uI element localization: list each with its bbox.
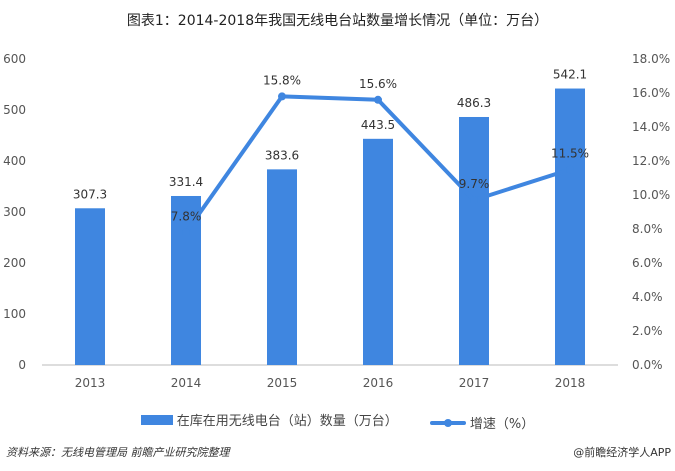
bar-data-label: 383.6 [265,148,299,162]
line-data-label: 15.6% [359,77,397,91]
legend-label-bar: 在库在用无线电台（站）数量（万台） [176,414,398,429]
bar [75,208,105,365]
line-point [566,165,574,174]
legend-item-line[interactable]: 增速（%） [429,413,535,432]
bar [171,195,201,365]
x-tick-label: 2018 [555,376,586,390]
bar [363,138,393,365]
legend-item-bar[interactable]: 在库在用无线电台（站）数量（万台） [140,410,398,429]
bar [555,88,585,366]
bar-data-label: 331.4 [169,175,203,189]
right-tick-label: 0.0% [632,358,663,372]
right-tick-label: 2.0% [632,324,663,338]
bar [267,169,297,365]
line-data-label: 15.8% [263,73,301,87]
legend: 在库在用无线电台（站）数量（万台） 增速（%） [0,410,675,432]
line-point [470,196,478,205]
right-tick-label: 14.0% [632,120,670,134]
right-tick-label: 4.0% [632,290,663,304]
line-point [374,95,382,104]
right-tick-label: 6.0% [632,256,663,270]
line-point [278,92,286,101]
bar-data-label: 307.3 [73,187,107,201]
legend-label-line: 增速（%） [469,417,535,432]
bar-data-label: 542.1 [553,68,587,82]
right-tick-label: 18.0% [632,52,670,66]
line-data-label: 9.7% [459,177,490,191]
left-tick-label: 100 [3,307,26,321]
right-tick-label: 12.0% [632,154,670,168]
source-note: 资料来源：无线电管理局 前瞻产业研究院整理 [6,446,230,459]
line-data-label: 11.5% [551,147,589,161]
brand-credit: @前瞻经济学人APP [573,446,671,459]
left-tick-label: 300 [3,205,26,219]
left-tick-label: 500 [3,103,26,117]
chart-title: 图表1：2014-2018年我国无线电台站数量增长情况（单位：万台） [126,13,549,29]
x-tick-label: 2016 [363,376,394,390]
x-tick-label: 2014 [171,376,202,390]
line-point [182,228,190,237]
left-tick-label: 600 [3,52,26,66]
x-tick-label: 2015 [267,376,298,390]
left-tick-label: 0 [18,358,26,372]
x-tick-label: 2013 [75,376,106,390]
legend-swatch-line [429,418,466,427]
right-tick-label: 10.0% [632,188,670,202]
right-tick-label: 16.0% [632,86,670,100]
line-data-label: 7.8% [171,209,202,223]
bar-data-label: 443.5 [361,118,395,132]
legend-swatch-bar [140,414,173,425]
bar-data-label: 486.3 [457,96,491,110]
bar [459,116,489,365]
right-tick-label: 8.0% [632,222,663,236]
x-tick-label: 2017 [459,376,490,390]
left-tick-label: 200 [3,256,26,270]
left-tick-label: 400 [3,154,26,168]
